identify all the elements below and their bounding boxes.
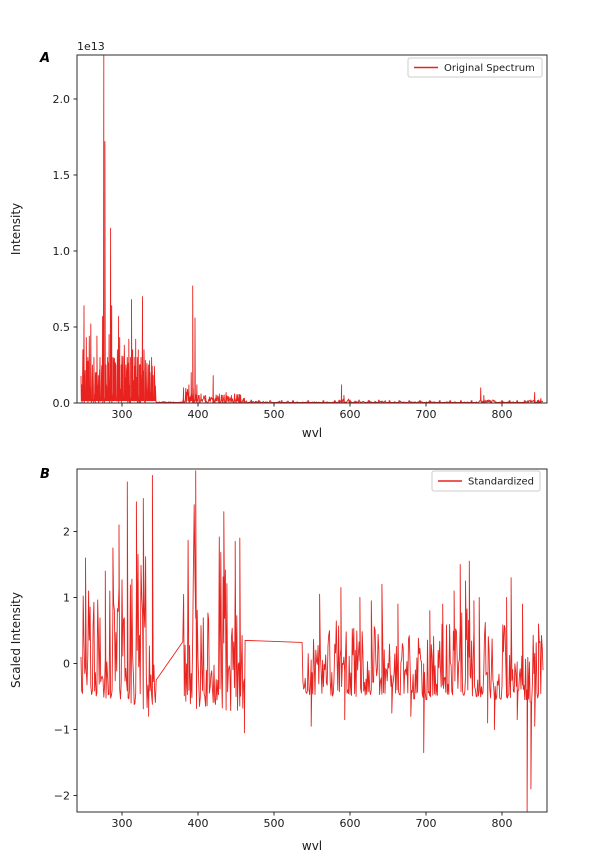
y-axis-label-b: Scaled Intensity <box>9 592 23 688</box>
y-axis-label-a: Intensity <box>9 203 23 255</box>
y-tick-label: 1.5 <box>53 169 71 182</box>
y-tick-label: 0 <box>63 658 70 671</box>
x-tick-label: 600 <box>340 817 361 830</box>
legend-a: Original Spectrum <box>407 57 543 78</box>
x-tick-label: 400 <box>188 817 209 830</box>
x-tick-label: 800 <box>492 408 513 421</box>
x-tick-label: 300 <box>112 817 133 830</box>
y-tick-label: 1 <box>63 592 70 605</box>
y-tick-label: 1.0 <box>53 245 71 258</box>
panel-b: B 300 400 500 600 700 800 −2 −1 0 1 2 wvl Scaled I… <box>9 467 548 853</box>
y-tick-label: −2 <box>54 790 70 803</box>
legend-b-label: Standardized <box>468 477 534 488</box>
y-axis-offset-label-a: 1e13 <box>77 40 105 53</box>
y-tick-label: 0.0 <box>53 397 71 410</box>
legend-b-box <box>431 470 541 492</box>
x-axis-label-a: wvl <box>302 426 322 440</box>
x-tick-label: 500 <box>264 817 285 830</box>
original-spectrum-line <box>80 55 544 403</box>
standardized-line <box>80 470 544 812</box>
legend-a-box <box>407 57 543 78</box>
panel-a-ticks: 300 400 500 600 700 800 0.0 0.5 1.0 1.5 2.0 <box>53 93 513 421</box>
x-tick-label: 700 <box>416 408 437 421</box>
panel-a-letter: A <box>39 51 50 66</box>
x-tick-label: 600 <box>340 408 361 421</box>
panel-b-letter: B <box>40 467 50 482</box>
y-tick-label: 0.5 <box>53 321 71 334</box>
legend-b: Standardized <box>431 470 541 492</box>
legend-a-label: Original Spectrum <box>444 63 535 74</box>
x-tick-label: 300 <box>112 408 133 421</box>
x-tick-label: 400 <box>188 408 209 421</box>
panel-b-plot-area <box>76 468 548 813</box>
y-tick-label: −1 <box>54 724 70 737</box>
panel-b-ticks: 300 400 500 600 700 800 −2 −1 0 1 2 <box>54 526 513 831</box>
y-tick-label: 2 <box>63 526 70 539</box>
x-tick-label: 800 <box>492 817 513 830</box>
x-tick-label: 500 <box>264 408 285 421</box>
y-tick-label: 2.0 <box>53 93 71 106</box>
x-tick-label: 700 <box>416 817 437 830</box>
x-axis-label-b: wvl <box>302 839 322 853</box>
panel-a: A 1e13 300 400 500 600 700 800 0.0 0.5 1.0 1.5 2.0… <box>9 40 548 440</box>
panel-a-plot-area <box>76 54 548 404</box>
